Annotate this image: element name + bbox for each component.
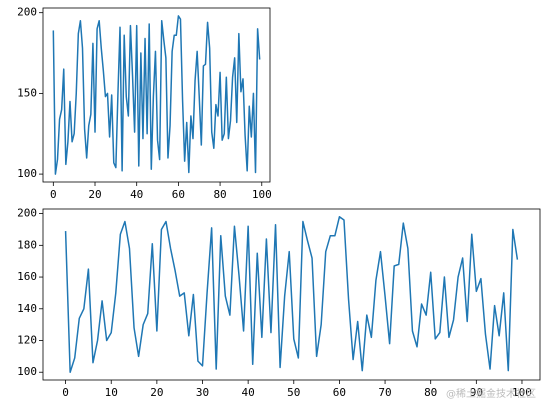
x-tick-label: 40 — [242, 386, 255, 399]
y-tick-label: 160 — [17, 270, 37, 283]
y-tick-label: 100 — [17, 365, 37, 378]
x-tick-label: 10 — [105, 386, 118, 399]
y-tick-label: 200 — [17, 207, 37, 220]
x-tick-label: 80 — [424, 386, 437, 399]
y-tick-label: 100 — [17, 167, 37, 180]
x-tick-label: 30 — [196, 386, 209, 399]
x-tick-label: 100 — [252, 188, 272, 201]
watermark: @稀土掘金技术社区 — [446, 387, 536, 400]
axes-frame — [42, 7, 271, 183]
y-tick-label: 140 — [17, 302, 37, 315]
x-tick-label: 100 — [512, 386, 532, 399]
x-tick-label: 90 — [470, 386, 483, 399]
x-tick-label: 0 — [62, 386, 69, 399]
x-tick-label: 60 — [172, 188, 185, 201]
line-series — [52, 15, 261, 175]
x-tick-label: 70 — [378, 386, 391, 399]
x-tick-label: 0 — [50, 188, 57, 201]
y-tick-label: 150 — [17, 86, 37, 99]
x-tick-label: 20 — [150, 386, 163, 399]
y-tick-label: 120 — [17, 334, 37, 347]
y-tick-label: 200 — [17, 6, 37, 19]
x-tick-label: 50 — [287, 386, 300, 399]
x-tick-label: 80 — [213, 188, 226, 201]
x-tick-label: 20 — [88, 188, 101, 201]
axes-frame — [42, 208, 541, 381]
x-tick-label: 40 — [130, 188, 143, 201]
y-tick-label: 180 — [17, 238, 37, 251]
x-tick-label: 60 — [333, 386, 346, 399]
line-series — [64, 216, 519, 373]
